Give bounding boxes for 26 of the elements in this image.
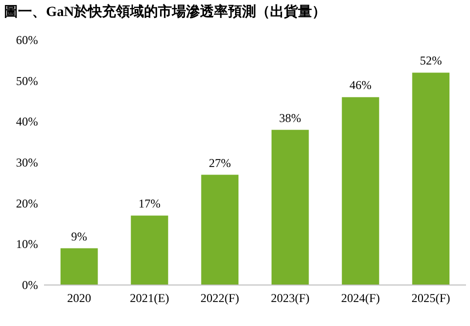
data-label: 17% <box>138 196 160 211</box>
bar <box>272 130 309 285</box>
y-tick-label: 20% <box>16 196 38 210</box>
y-tick-label: 10% <box>16 237 38 252</box>
chart-title: 圖一、GaN於快充領域的市場滲透率預測（出貨量） <box>4 3 326 20</box>
bar <box>342 97 380 285</box>
y-tick-label: 30% <box>16 156 38 170</box>
bar <box>201 174 238 285</box>
y-tick-label: 40% <box>16 114 38 129</box>
bar <box>412 72 450 285</box>
data-label: 46% <box>350 78 372 92</box>
data-label: 38% <box>279 110 302 125</box>
x-tick-label: 2020 <box>67 291 92 305</box>
data-label: 9% <box>71 229 88 244</box>
bar <box>60 248 98 285</box>
x-tick-label: 2023(F) <box>270 291 310 305</box>
bar <box>130 216 168 285</box>
x-tick-label: 2022(F) <box>200 291 240 305</box>
x-tick-label: 2021(E) <box>130 291 170 305</box>
y-tick-label: 50% <box>16 74 38 88</box>
x-tick-label: 2025(F) <box>411 291 450 305</box>
y-tick-label: 0% <box>22 278 38 292</box>
data-label: 52% <box>420 54 442 68</box>
x-tick-label: 2024(F) <box>341 291 380 305</box>
data-label: 27% <box>208 156 231 170</box>
y-tick-label: 60% <box>16 33 38 47</box>
